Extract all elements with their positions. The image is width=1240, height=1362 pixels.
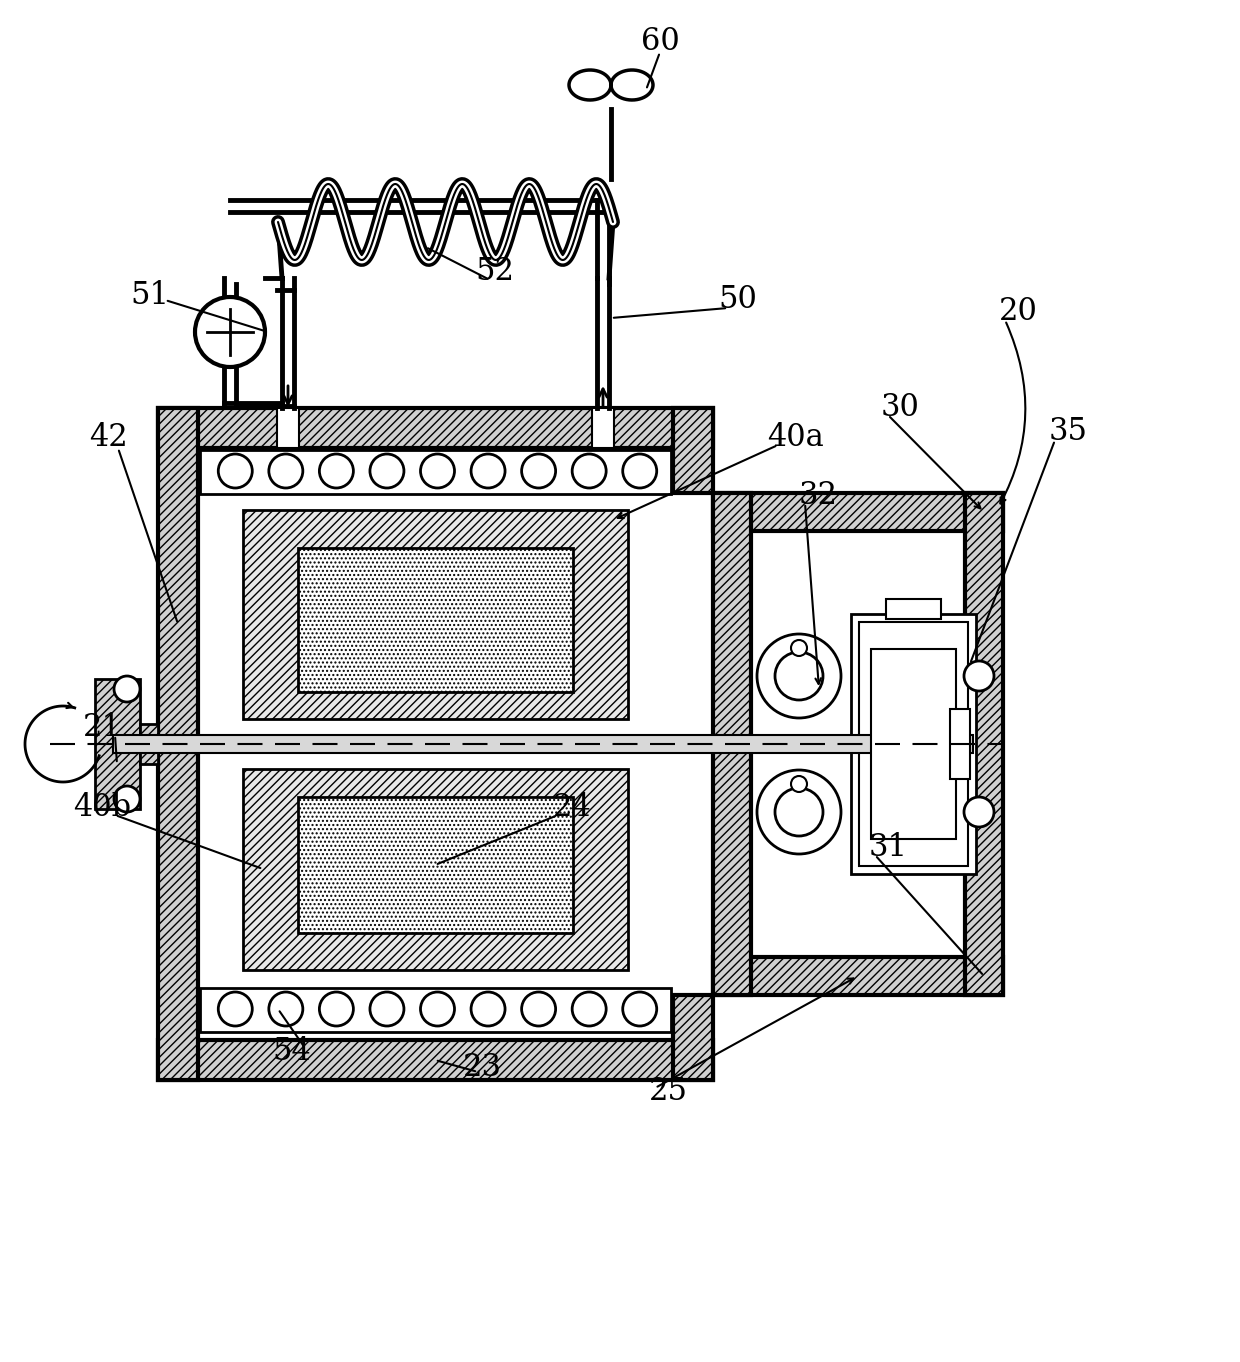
Circle shape [471,454,505,488]
Circle shape [320,992,353,1026]
Bar [95,680,140,809]
Bar [851,614,976,874]
Text: 32: 32 [799,479,837,511]
Bar [243,770,627,970]
Circle shape [269,454,303,488]
Circle shape [370,454,404,488]
Bar [140,725,157,764]
Bar [673,409,713,493]
Bar [713,493,751,996]
Bar [298,797,573,933]
Text: 42: 42 [88,422,128,454]
Bar [870,650,956,839]
Bar [965,493,1003,996]
Bar [200,987,671,1032]
Text: 40a: 40a [766,422,823,454]
Text: 50: 50 [718,285,758,316]
Text: 40b: 40b [73,793,131,824]
Bar [198,448,673,1041]
Circle shape [522,992,556,1026]
Circle shape [218,454,252,488]
Circle shape [775,789,823,836]
Circle shape [420,992,455,1026]
Bar [157,409,198,1080]
Circle shape [471,992,505,1026]
Circle shape [522,454,556,488]
Bar [157,409,713,448]
Circle shape [572,992,606,1026]
Bar [157,1041,713,1080]
Bar [113,735,973,753]
Circle shape [114,786,140,812]
Text: 23: 23 [463,1053,501,1084]
Text: 52: 52 [475,256,515,287]
Circle shape [775,652,823,700]
Text: 51: 51 [130,279,170,311]
Text: 21: 21 [83,712,122,744]
Text: 30: 30 [880,392,919,424]
Text: 20: 20 [998,297,1038,327]
Circle shape [269,992,303,1026]
Bar [591,409,614,448]
Circle shape [320,454,353,488]
Text: 54: 54 [273,1036,311,1068]
Text: 31: 31 [868,832,908,864]
Bar [859,622,968,866]
Text: 35: 35 [1049,417,1087,448]
Circle shape [791,776,807,791]
Text: 25: 25 [649,1076,687,1107]
Circle shape [114,676,140,701]
Bar [887,599,941,618]
Bar [950,710,970,779]
Bar [591,409,614,448]
Circle shape [756,770,841,854]
Bar [713,957,1003,996]
Bar [298,548,573,692]
Bar [277,409,299,448]
Bar [713,493,1003,531]
Circle shape [622,992,657,1026]
Circle shape [370,992,404,1026]
Bar [277,409,299,448]
Bar [200,449,671,494]
Circle shape [756,633,841,718]
Text: 60: 60 [641,26,680,57]
Circle shape [963,797,994,827]
Circle shape [622,454,657,488]
Bar [751,531,965,957]
Bar [673,996,713,1080]
Circle shape [572,454,606,488]
Bar [243,509,627,719]
Circle shape [195,297,265,366]
Circle shape [218,992,252,1026]
Circle shape [420,454,455,488]
Circle shape [791,640,807,656]
Circle shape [963,661,994,691]
Text: 24: 24 [553,793,591,824]
